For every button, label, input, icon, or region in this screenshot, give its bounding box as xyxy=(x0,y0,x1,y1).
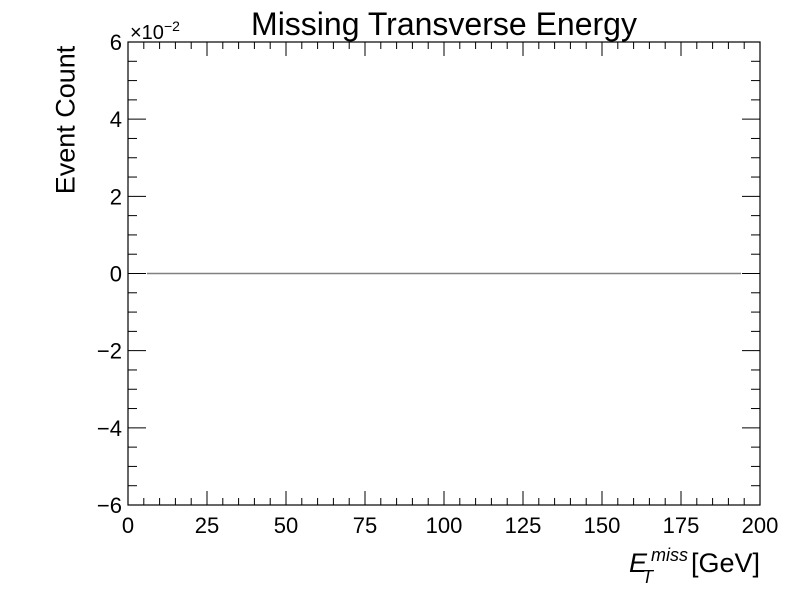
chart-title: Missing Transverse Energy xyxy=(251,6,637,42)
y-tick-label: 4 xyxy=(110,107,122,132)
x-axis-symbol-base: E xyxy=(628,548,647,578)
y-multiplier-base: ×10 xyxy=(130,22,164,44)
y-multiplier-exponent: −2 xyxy=(163,18,180,34)
y-axis-multiplier: ×10−2 xyxy=(130,14,180,45)
y-tick-label: −2 xyxy=(97,339,122,364)
y-axis-label-text: Event Count xyxy=(50,45,81,195)
x-tick-label: 50 xyxy=(274,513,298,538)
x-tick-label: 75 xyxy=(353,513,377,538)
x-tick-label: 125 xyxy=(505,513,542,538)
y-tick-label: 2 xyxy=(110,184,122,209)
y-tick-label: −4 xyxy=(97,416,122,441)
y-tick-label: 0 xyxy=(110,262,122,287)
x-tick-label: 0 xyxy=(122,513,134,538)
x-tick-label: 100 xyxy=(426,513,463,538)
x-tick-label: 200 xyxy=(742,513,779,538)
x-tick-label: 25 xyxy=(195,513,219,538)
x-tick-label: 175 xyxy=(663,513,700,538)
x-axis-symbol-sub: T xyxy=(641,567,653,587)
y-tick-label: −6 xyxy=(97,493,122,518)
y-tick-label: 6 xyxy=(110,30,122,55)
x-tick-label: 150 xyxy=(584,513,621,538)
x-axis-unit: [GeV] xyxy=(690,548,760,578)
x-axis-symbol-sup: miss xyxy=(650,545,688,565)
